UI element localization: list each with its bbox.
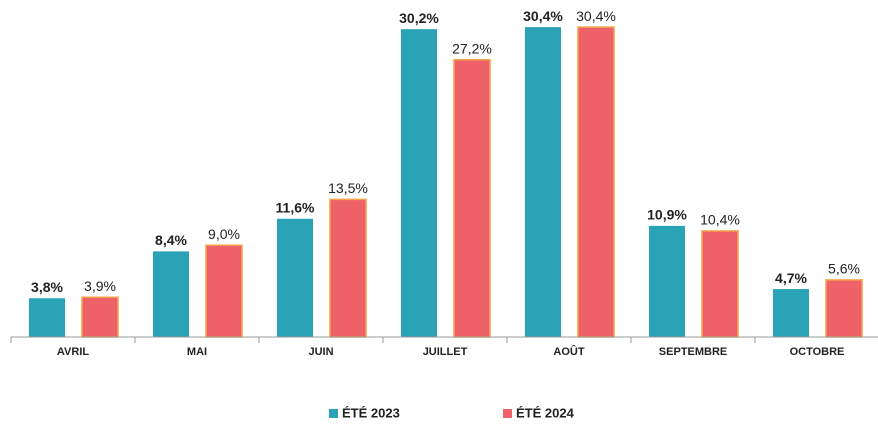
x-tick-label: SEPTEMBRE	[659, 346, 727, 358]
bar	[29, 298, 65, 337]
data-label: 27,2%	[452, 40, 492, 56]
data-label: 13,5%	[328, 180, 368, 196]
data-label: 30,4%	[523, 8, 563, 24]
bar	[401, 29, 437, 337]
bar	[329, 198, 367, 338]
bar	[525, 27, 561, 338]
data-label: 10,4%	[700, 212, 740, 228]
data-label: 10,9%	[647, 207, 687, 223]
bar	[205, 244, 243, 338]
bar	[773, 289, 809, 337]
bar	[277, 218, 313, 337]
bar	[453, 58, 491, 338]
x-tick-label: AOÛT	[553, 345, 584, 358]
data-label: 9,0%	[208, 226, 240, 242]
bar	[825, 279, 863, 338]
legend-swatch	[329, 409, 338, 418]
legend-swatch	[503, 409, 512, 418]
bar	[81, 296, 119, 338]
bar	[153, 251, 189, 337]
data-label: 3,9%	[84, 278, 116, 294]
data-label: 3,8%	[31, 279, 63, 295]
x-tick-label: MAI	[187, 346, 207, 358]
data-label: 11,6%	[276, 199, 315, 215]
bar	[577, 26, 615, 338]
data-label: 8,4%	[155, 232, 187, 248]
data-label: 4,7%	[775, 270, 807, 286]
x-tick-label: OCTOBRE	[790, 346, 845, 358]
bar	[701, 230, 739, 338]
x-tick-label: JUILLET	[423, 346, 468, 358]
data-label: 30,4%	[576, 8, 616, 24]
data-label: 5,6%	[828, 261, 860, 277]
legend-label: ÉTÉ 2024	[516, 405, 575, 420]
data-label: 30,2%	[399, 10, 439, 26]
bar	[649, 225, 685, 337]
x-tick-label: AVRIL	[57, 346, 89, 358]
legend-label: ÉTÉ 2023	[342, 405, 400, 420]
x-tick-label: JUIN	[308, 346, 333, 358]
